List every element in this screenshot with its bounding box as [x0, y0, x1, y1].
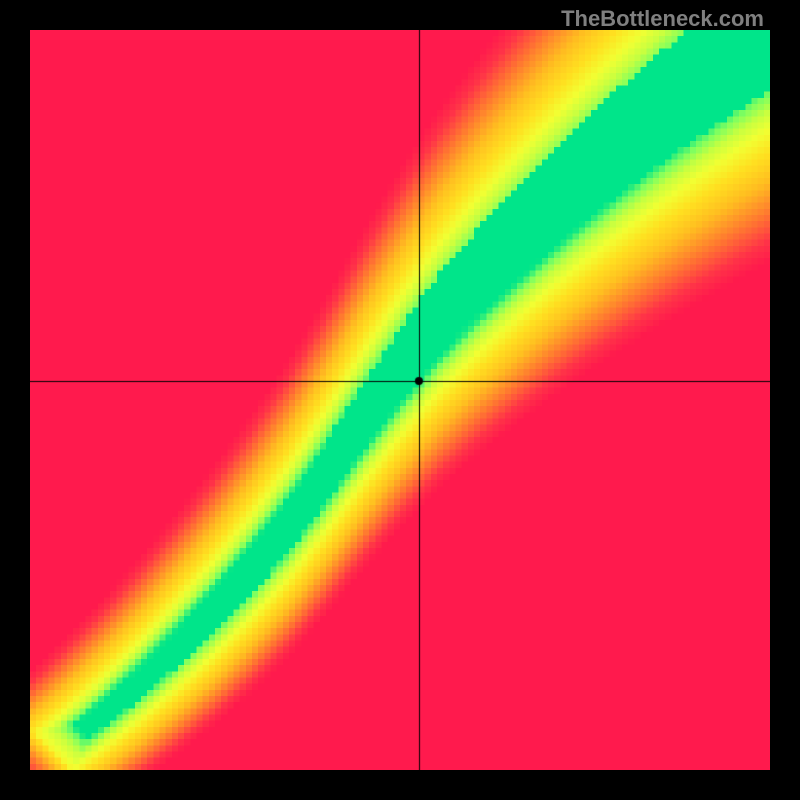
chart-container: TheBottleneck.com [0, 0, 800, 800]
heatmap-overlay [30, 30, 770, 770]
watermark-text: TheBottleneck.com [561, 6, 764, 32]
